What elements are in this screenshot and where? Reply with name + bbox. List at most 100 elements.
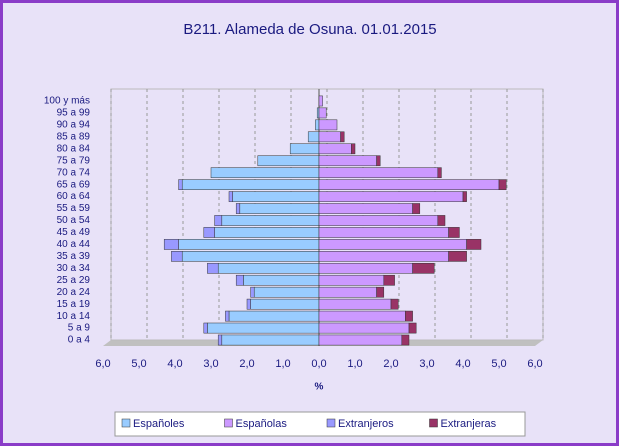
bar (307, 131, 320, 143)
y-tick-label: 100 y más (44, 96, 90, 107)
bar (203, 322, 208, 334)
bar (235, 274, 244, 286)
legend-swatch (429, 418, 438, 428)
bar (318, 298, 392, 310)
y-tick-label: 40 a 44 (57, 239, 91, 250)
bar (289, 143, 320, 155)
bar (318, 215, 439, 226)
legend (114, 411, 526, 437)
legend-label: Españolas (236, 418, 288, 430)
bar (318, 143, 352, 155)
bar (253, 286, 320, 298)
bar (318, 274, 385, 286)
x-tick-label: 4,0 (455, 358, 470, 370)
bar (178, 179, 183, 190)
bar (390, 298, 399, 310)
bar (228, 310, 320, 322)
bar (246, 298, 251, 310)
bar (318, 286, 377, 298)
bar (243, 274, 320, 286)
bar (316, 107, 320, 119)
x-tick-label: 2,0 (239, 358, 254, 370)
bar (228, 191, 233, 202)
x-tick-label: 5,0 (131, 358, 146, 370)
y-tick-label: 60 a 64 (57, 191, 91, 202)
bar (318, 95, 323, 107)
y-tick-label: 80 a 84 (57, 143, 91, 154)
bar (408, 322, 417, 334)
x-tick-label: 3,0 (203, 358, 218, 370)
legend-swatch (224, 418, 233, 428)
bar (214, 215, 223, 226)
y-tick-label: 90 a 94 (57, 120, 91, 131)
x-axis-label: % (315, 382, 324, 393)
y-tick-label: 15 a 19 (57, 299, 91, 310)
bar (210, 167, 320, 179)
legend-label: Extranjeros (338, 418, 394, 430)
bar (217, 262, 320, 274)
y-tick-label: 20 a 24 (57, 287, 91, 298)
bar (401, 334, 410, 346)
y-tick-label: 30 a 34 (57, 263, 91, 274)
bar (318, 131, 341, 143)
bar (318, 191, 464, 202)
bar (181, 179, 320, 190)
bar (448, 251, 467, 262)
bar (257, 155, 320, 167)
x-tick-label: 1,0 (275, 358, 290, 370)
y-tick-label: 95 a 99 (57, 108, 91, 119)
bar (318, 322, 410, 334)
y-tick-label: 65 a 69 (57, 179, 91, 190)
bar (351, 143, 356, 155)
bar (318, 310, 406, 322)
bar (225, 310, 230, 322)
y-tick-label: 75 a 79 (57, 155, 91, 166)
bar (207, 262, 219, 274)
legend-label: Españoles (133, 418, 185, 430)
bar (318, 203, 413, 214)
bar (221, 215, 320, 226)
bar (405, 310, 413, 322)
bar (318, 251, 449, 262)
y-tick-label: 85 a 89 (57, 131, 91, 142)
bar (235, 203, 241, 214)
y-tick-label: 0 a 4 (68, 335, 91, 346)
y-tick-label: 5 a 9 (68, 323, 91, 334)
bar (250, 286, 255, 298)
y-tick-label: 25 a 29 (57, 275, 91, 286)
bar (340, 131, 345, 143)
bar (318, 167, 439, 179)
bar (318, 227, 449, 238)
x-tick-label: 0,0 (311, 358, 326, 370)
bar (207, 322, 320, 334)
bar (221, 334, 320, 346)
bar (376, 155, 381, 167)
bar (437, 167, 442, 179)
bar (315, 119, 320, 131)
bar (412, 203, 421, 214)
bar (163, 239, 179, 250)
x-tick-label: 4,0 (167, 358, 182, 370)
y-tick-label: 50 a 54 (57, 215, 91, 226)
bar (214, 227, 320, 238)
bar (318, 239, 467, 250)
y-tick-label: 10 a 14 (57, 311, 91, 322)
legend-swatch (326, 418, 336, 428)
chart-title: B211. Alameda de Osuna. 01.01.2015 (183, 21, 436, 38)
bar (250, 298, 320, 310)
bar (462, 191, 467, 202)
y-tick-label: 55 a 59 (57, 203, 91, 214)
legend-swatch (121, 418, 131, 428)
x-tick-label: 1,0 (347, 358, 362, 370)
bar (181, 251, 320, 262)
bar (437, 215, 446, 226)
bar (498, 179, 507, 190)
y-tick-label: 70 a 74 (57, 167, 91, 178)
bar (412, 262, 435, 274)
bar (318, 155, 377, 167)
y-tick-label: 35 a 39 (57, 251, 91, 262)
bar (217, 334, 223, 346)
x-tick-label: 6,0 (95, 358, 110, 370)
bar (448, 227, 460, 238)
